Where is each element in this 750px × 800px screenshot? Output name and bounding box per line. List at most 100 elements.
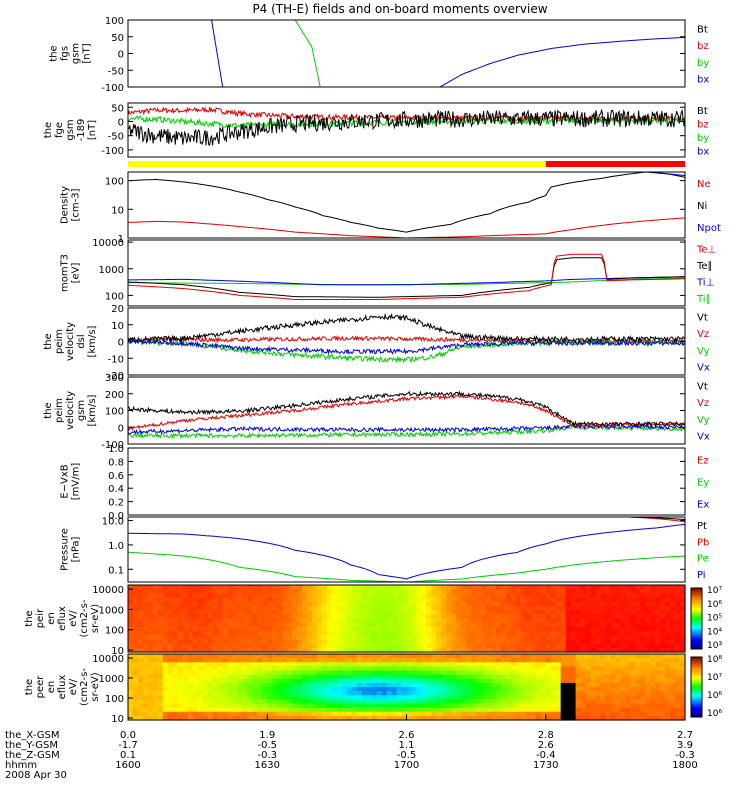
spectrogram-cell: [321, 674, 328, 680]
spectrogram-cell: [600, 703, 607, 709]
spectrogram-cell: [481, 691, 487, 696]
spectrogram-cell: [222, 703, 229, 709]
spectrogram-cell: [212, 639, 219, 645]
spectrogram-cell: [610, 605, 616, 611]
spectrogram-cell: [287, 699, 293, 705]
spectrogram-cell: [316, 715, 323, 721]
spectrogram-cell: [625, 618, 631, 624]
spectrogram-cell: [575, 643, 582, 649]
spectrogram-cell: [157, 658, 164, 663]
spectrogram-cell: [421, 589, 427, 594]
spectrogram-cell: [356, 614, 363, 620]
spectrogram-cell: [471, 626, 477, 632]
spectrogram-cell: [466, 626, 472, 632]
spectrogram-cell: [625, 658, 631, 663]
spectrogram-cell: [570, 597, 577, 603]
spectrogram-cell: [570, 695, 577, 700]
spectrogram-cell: [451, 597, 457, 603]
spectrogram-cell: [545, 593, 552, 599]
spectrogram-cell: [356, 635, 363, 641]
spectrogram-cell: [177, 666, 184, 672]
spectrogram-cell: [257, 687, 263, 692]
spectrogram-cell: [471, 618, 477, 624]
spectrogram-cell: [540, 695, 547, 700]
spectrogram-cell: [446, 682, 452, 688]
spectrogram-cell: [505, 715, 512, 721]
spectrogram-cell: [356, 601, 363, 607]
spectrogram-cell: [565, 687, 572, 692]
spectrogram-cell: [650, 585, 656, 590]
spectrogram-cell: [670, 618, 676, 624]
spectrogram-cell: [421, 670, 427, 676]
spectrogram-cell: [585, 647, 592, 653]
spectrogram-cell: [645, 707, 651, 713]
spectrogram-cell: [476, 662, 482, 667]
spectrogram-cell: [421, 618, 427, 624]
spectrogram-cell: [177, 643, 184, 649]
spectrogram-cell: [132, 593, 139, 599]
spectrogram-cell: [630, 593, 636, 599]
spectrogram-cell: [137, 654, 144, 659]
spectrogram-cell: [456, 610, 462, 615]
y-tick-label: 10000: [92, 585, 124, 596]
spectrogram-cell: [610, 662, 616, 667]
spectrogram-cell: [565, 639, 572, 645]
spectrogram-cell: [366, 703, 373, 709]
spectrogram-cell: [525, 670, 532, 676]
spectrogram-cell: [207, 678, 214, 684]
spectrogram-cell: [421, 662, 427, 667]
spectrogram-cell: [371, 711, 378, 717]
spectrogram-cell: [431, 589, 437, 594]
spectrogram-cell: [675, 618, 681, 624]
spectrogram-cell: [466, 635, 472, 641]
spectrogram-cell: [361, 626, 368, 632]
spectrogram-cell: [326, 605, 333, 611]
spectrogram-cell: [336, 622, 343, 628]
spectrogram-cell: [426, 614, 432, 620]
spectrogram-cell: [530, 654, 537, 659]
spectrogram-cell: [312, 622, 318, 628]
spectrogram-cell: [292, 639, 298, 645]
spectrogram-cell: [476, 654, 482, 659]
spectrogram-cell: [595, 699, 602, 705]
spectrogram-cell: [655, 618, 661, 624]
spectrogram-cell: [675, 703, 681, 709]
spectrogram-cell: [267, 614, 273, 620]
spectrogram-cell: [237, 593, 243, 599]
spectrogram-cell: [307, 626, 313, 632]
spectrogram-cell: [292, 707, 298, 713]
spectrogram-cell: [585, 614, 592, 620]
spectrogram-cell: [436, 605, 442, 611]
spectrogram-cell: [336, 639, 343, 645]
spectrogram-cell: [297, 610, 303, 615]
spectrogram-cell: [356, 715, 363, 721]
spectrogram-cell: [500, 643, 507, 649]
spectrogram-cell: [202, 715, 209, 721]
spectrogram-cell: [137, 711, 144, 717]
spectrogram-cell: [416, 605, 423, 611]
spectrogram-cell: [267, 631, 273, 636]
spectrogram-cell: [451, 715, 457, 721]
spectrogram-cell: [396, 703, 403, 709]
spectrogram-cell: [640, 643, 646, 649]
spectrogram-cell: [351, 707, 358, 713]
spectrogram-cell: [282, 639, 288, 645]
spectrogram-cell: [381, 695, 388, 700]
spectrogram-cell: [515, 643, 522, 649]
spectrogram-cell: [545, 626, 552, 632]
spectrogram-cell: [192, 703, 199, 709]
spectrogram-cell: [307, 699, 313, 705]
spectrogram-cell: [302, 643, 308, 649]
spectrogram-cell: [620, 639, 626, 645]
spectrogram-cell: [257, 662, 263, 667]
spectrogram-cell: [456, 643, 462, 649]
spectrogram-cell: [481, 622, 487, 628]
spectrogram-cell: [307, 711, 313, 717]
y-tick-label: 300: [105, 373, 124, 384]
spectrogram-cell: [640, 626, 646, 632]
spectrogram-cell: [645, 610, 651, 615]
spectrogram-cell: [242, 711, 248, 717]
spectrogram-cell: [491, 589, 497, 594]
spectrogram-cell: [142, 699, 149, 705]
spectrogram-cell: [132, 589, 139, 594]
